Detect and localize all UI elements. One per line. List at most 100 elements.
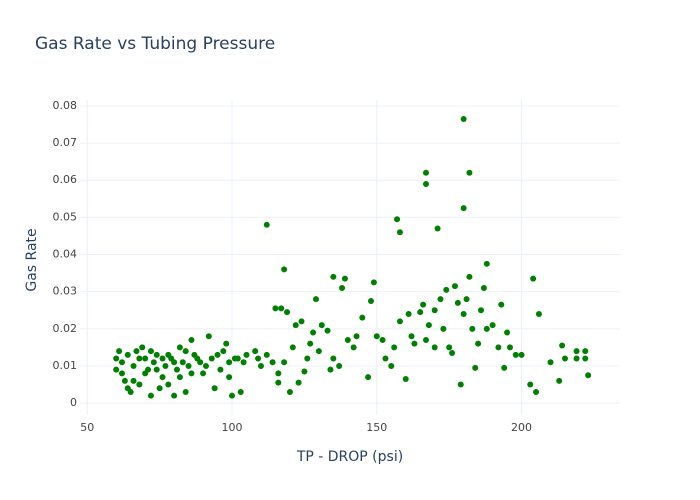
point — [391, 344, 398, 351]
point — [365, 374, 372, 381]
point — [257, 362, 264, 369]
x-tick-label: 100 — [222, 421, 243, 434]
point — [394, 216, 401, 223]
point — [130, 362, 137, 369]
y-tick-label: 0.08 — [53, 99, 78, 112]
point — [304, 355, 311, 362]
point — [147, 348, 154, 355]
point — [443, 286, 450, 293]
point — [460, 205, 467, 212]
x-axis-title: TP - DROP (psi) — [296, 449, 403, 465]
point — [315, 348, 322, 355]
x-tick-label: 150 — [366, 421, 387, 434]
point — [480, 284, 487, 291]
y-tick-label: 0.07 — [53, 136, 78, 149]
point — [396, 229, 403, 236]
point — [275, 370, 282, 377]
point — [286, 388, 293, 395]
point — [582, 355, 589, 362]
point — [263, 221, 270, 228]
y-tick-label: 0 — [70, 396, 77, 409]
point — [295, 379, 302, 386]
point — [173, 366, 180, 373]
point — [475, 340, 482, 347]
point — [220, 348, 227, 355]
point — [379, 336, 386, 343]
point — [506, 344, 513, 351]
point — [423, 336, 430, 343]
point — [226, 359, 233, 366]
point — [498, 301, 505, 308]
point — [116, 348, 123, 355]
point — [147, 392, 154, 399]
point — [162, 362, 169, 369]
point — [330, 273, 337, 280]
point — [373, 333, 380, 340]
point — [197, 359, 204, 366]
point — [547, 359, 554, 366]
point — [255, 355, 262, 362]
point — [382, 355, 389, 362]
point — [573, 355, 580, 362]
point — [440, 325, 447, 332]
point — [272, 305, 279, 312]
point — [339, 284, 346, 291]
point — [489, 322, 496, 329]
point — [454, 299, 461, 306]
point — [367, 297, 374, 304]
point — [165, 351, 172, 358]
point — [411, 340, 418, 347]
point — [226, 374, 233, 381]
point — [478, 307, 485, 314]
point — [118, 370, 125, 377]
point — [252, 348, 259, 355]
point — [425, 322, 432, 329]
point — [159, 355, 166, 362]
point — [402, 375, 409, 382]
point — [437, 296, 444, 303]
point — [229, 392, 236, 399]
point — [417, 309, 424, 316]
point — [469, 325, 476, 332]
point — [188, 370, 195, 377]
point — [121, 377, 128, 384]
point — [483, 260, 490, 267]
point — [582, 348, 589, 355]
point — [370, 279, 377, 286]
point — [530, 275, 537, 282]
point — [223, 340, 230, 347]
point — [237, 388, 244, 395]
point — [449, 349, 456, 356]
point — [153, 351, 160, 358]
point — [136, 355, 143, 362]
point — [171, 359, 178, 366]
point — [153, 366, 160, 373]
point — [298, 318, 305, 325]
point — [130, 377, 137, 384]
point — [504, 329, 511, 336]
point — [585, 372, 592, 379]
point — [205, 333, 212, 340]
y-tick-label: 0.01 — [53, 359, 78, 372]
point — [188, 336, 195, 343]
point — [202, 362, 209, 369]
point — [301, 368, 308, 375]
point — [307, 340, 314, 347]
point — [139, 344, 146, 351]
point — [466, 273, 473, 280]
point — [460, 115, 467, 122]
point — [466, 169, 473, 176]
point — [217, 366, 224, 373]
point — [396, 318, 403, 325]
point — [171, 392, 178, 399]
point — [200, 370, 207, 377]
point — [281, 266, 288, 273]
point — [289, 344, 296, 351]
y-tick-label: 0.05 — [53, 210, 78, 223]
point — [124, 351, 131, 358]
point — [344, 336, 351, 343]
point — [284, 309, 291, 316]
point — [324, 327, 331, 334]
